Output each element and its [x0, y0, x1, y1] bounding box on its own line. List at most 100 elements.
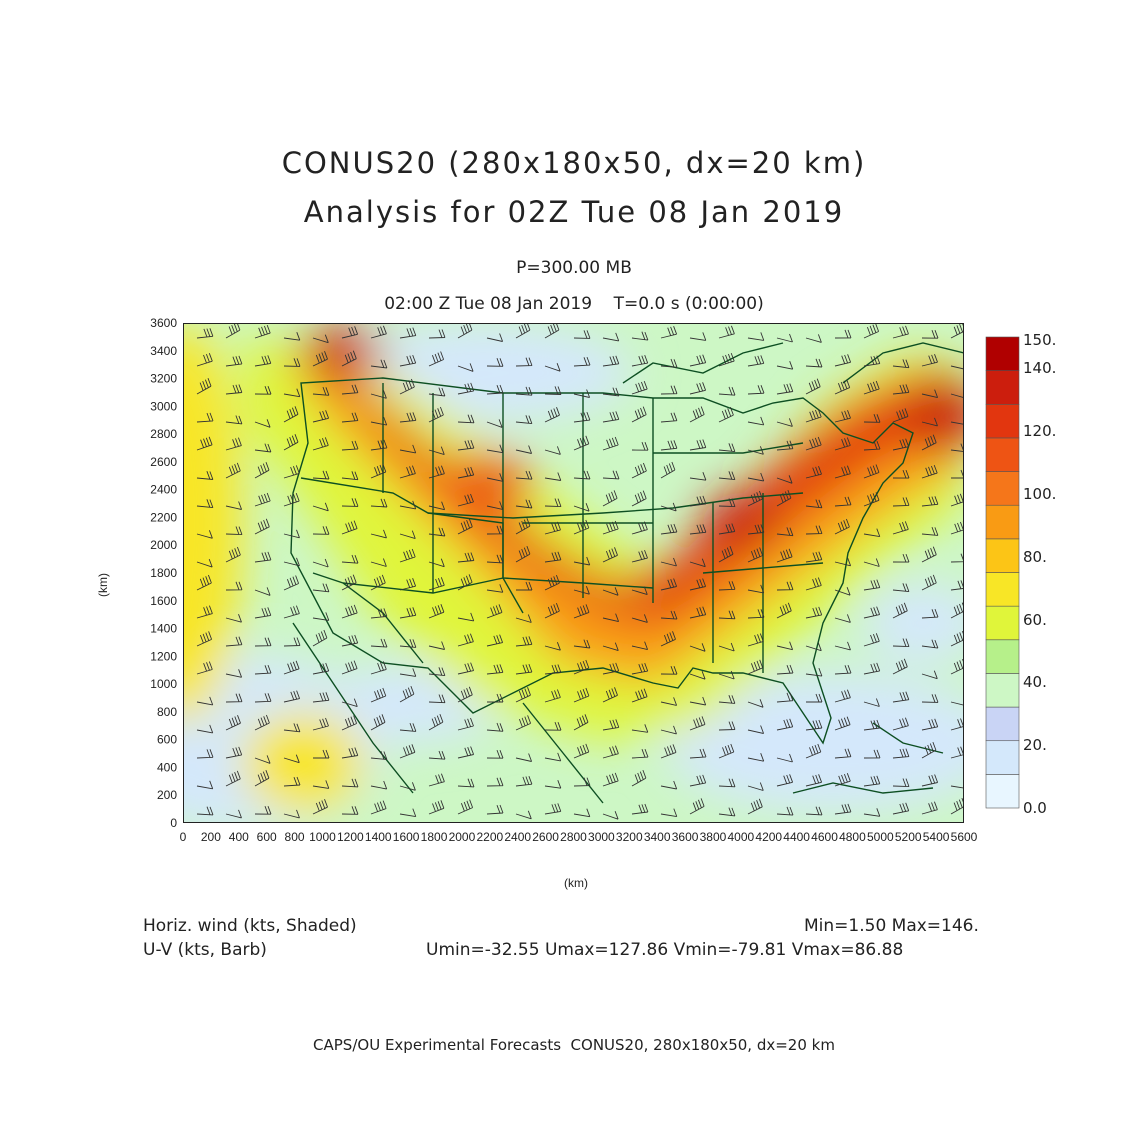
x-axis-label: (km)	[564, 876, 588, 890]
wind-barb	[544, 472, 562, 481]
wind-barb	[486, 333, 504, 342]
y-tick-label: 2200	[150, 510, 177, 524]
wind-barb	[602, 719, 620, 731]
wind-barb	[225, 526, 243, 536]
wind-barb	[516, 581, 533, 591]
wind-barb	[196, 558, 213, 568]
wind-barb	[747, 472, 765, 482]
wind-barb	[631, 662, 649, 675]
wind-barb	[660, 440, 678, 451]
min-max-value: Min=1.50 Max=146.	[804, 916, 979, 936]
x-tick-label: 3400	[644, 830, 671, 844]
wind-barb	[806, 693, 823, 703]
wind-barb	[602, 547, 618, 563]
wind-barb	[573, 519, 590, 535]
y-tick-label: 1000	[150, 677, 177, 691]
x-tick-label: 5000	[867, 830, 894, 844]
wind-barb	[254, 607, 272, 619]
wind-barb	[863, 698, 880, 707]
wind-barb	[718, 406, 734, 423]
wind-barb	[747, 490, 763, 507]
wind-barb	[573, 714, 589, 731]
wind-barb	[718, 325, 735, 339]
wind-barb	[341, 715, 358, 731]
wind-barb	[776, 527, 794, 537]
wind-barb	[254, 355, 272, 367]
colorbar-swatch	[985, 605, 1020, 641]
wind-barb	[805, 774, 823, 787]
wind-barb	[921, 694, 939, 703]
wind-barb	[892, 497, 910, 507]
wind-barb	[515, 357, 533, 367]
wind-barb	[950, 520, 964, 535]
wind-barb	[428, 604, 445, 619]
wind-barb	[776, 692, 794, 703]
wind-barb	[863, 808, 881, 817]
wind-barb	[457, 363, 474, 372]
colorbar-label: 80.	[1023, 548, 1047, 566]
wind-barb	[631, 462, 647, 479]
wind-barb	[312, 386, 330, 396]
wind-barb	[689, 382, 707, 395]
wind-barb	[457, 414, 475, 424]
wind-barb	[631, 354, 649, 367]
wind-barb	[892, 602, 908, 619]
wind-barb	[602, 332, 620, 342]
wind-barb	[544, 551, 562, 563]
y-tick-label: 3600	[150, 316, 177, 330]
wind-barb	[660, 578, 678, 591]
wind-barb	[428, 773, 445, 787]
wind-barb	[834, 557, 852, 567]
wind-barb	[313, 749, 330, 759]
wind-barb	[747, 524, 765, 535]
wind-barb	[776, 440, 794, 451]
wind-barb	[283, 557, 300, 567]
wind-barb	[196, 471, 214, 480]
wind-barb	[921, 774, 939, 787]
wind-barb	[486, 749, 504, 759]
wind-barb	[254, 443, 272, 453]
wind-barb	[950, 658, 964, 675]
wind-barb	[486, 444, 504, 454]
wind-barb	[834, 664, 852, 675]
wind-barb	[950, 361, 964, 370]
x-tick-label: 5400	[923, 830, 950, 844]
wind-barb	[544, 323, 560, 339]
wind-barb	[544, 664, 562, 675]
wind-barb	[428, 446, 445, 456]
colorbar-label: 120.	[1023, 422, 1056, 440]
wind-barb	[312, 583, 330, 593]
x-tick-label: 4600	[811, 830, 838, 844]
wind-barb	[573, 470, 591, 480]
wind-barb	[457, 574, 473, 591]
wind-barb	[776, 581, 794, 591]
wind-barb	[225, 693, 243, 703]
y-tick-label: 600	[157, 733, 177, 747]
wind-barb	[515, 715, 532, 731]
wind-barb	[921, 526, 939, 536]
colorbar-label: 20.	[1023, 736, 1047, 754]
wind-barb	[631, 441, 649, 451]
wind-barb	[428, 641, 446, 650]
wind-barb	[254, 492, 271, 507]
y-axis-label: (km)	[96, 573, 110, 597]
wind-barb	[718, 581, 736, 591]
colorbar-swatch	[985, 336, 1020, 371]
wind-barb	[341, 440, 359, 451]
wind-barb	[573, 356, 591, 367]
colorbar-swatch	[985, 403, 1020, 439]
wind-barb	[776, 806, 794, 816]
y-tick-label: 1800	[150, 566, 177, 580]
wind-barb	[225, 323, 241, 339]
y-tick-label: 3200	[150, 372, 177, 386]
valid-time: 02:00 Z Tue 08 Jan 2019 T=0.0 s (0:00:00…	[384, 294, 764, 314]
wind-barb	[631, 406, 647, 423]
wind-barb	[486, 501, 504, 510]
wind-barb	[660, 725, 677, 735]
wind-barb	[544, 521, 561, 535]
wind-barb	[892, 553, 910, 563]
wind-barb	[457, 662, 475, 675]
x-tick-label: 600	[257, 830, 277, 844]
wind-barb	[718, 807, 736, 817]
wind-barb	[312, 799, 328, 815]
